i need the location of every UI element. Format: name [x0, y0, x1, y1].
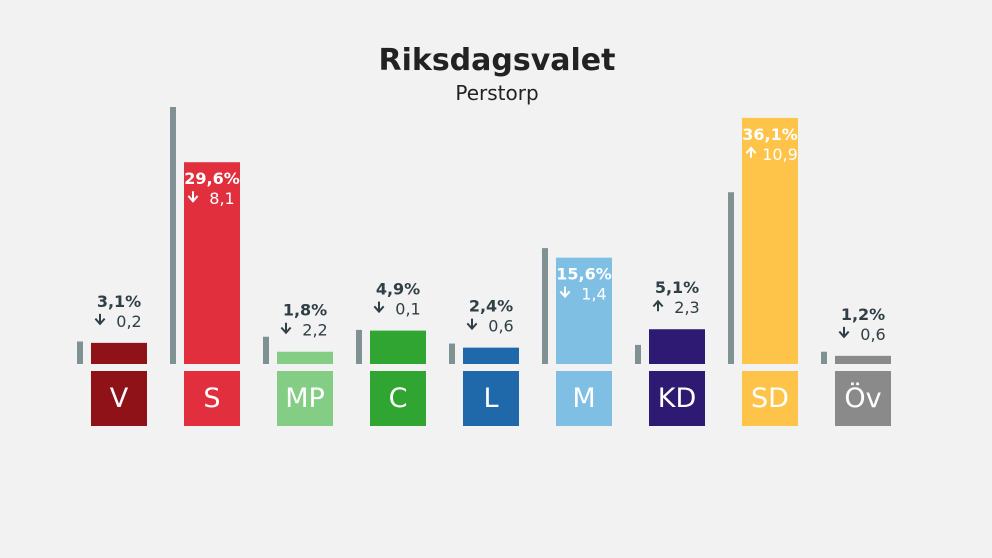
bar-c: [370, 330, 426, 364]
party-label-c: C: [389, 383, 408, 414]
party-label-m: M: [572, 383, 595, 414]
previous-bar-s: [170, 107, 176, 364]
change-arrow-kd: [652, 299, 664, 312]
party-box-mp: [277, 371, 333, 426]
percent-label-s: 29,6%: [184, 169, 240, 188]
change-label-c: 0,1: [395, 300, 420, 319]
change-label-v: 0,2: [116, 312, 141, 331]
percent-label-ov: 1,2%: [841, 305, 885, 324]
change-arrow-m: [559, 286, 571, 299]
bar-mp: [277, 351, 333, 364]
chart-title: Riksdagsvalet: [378, 43, 615, 78]
party-box-l: [463, 371, 519, 426]
change-arrow-sd: [745, 146, 757, 158]
party-box-s: [184, 371, 240, 426]
previous-bar-sd: [728, 192, 734, 364]
previous-bar-m: [542, 248, 548, 364]
party-label-mp: MP: [285, 383, 325, 414]
change-arrow-ov: [838, 326, 850, 339]
party-box-v: [91, 371, 147, 426]
party-label-s: S: [203, 383, 220, 414]
change-arrow-l: [466, 318, 478, 331]
party-label-kd: KD: [658, 383, 697, 414]
change-label-kd: 2,3: [674, 298, 699, 317]
change-arrow-v: [94, 313, 106, 326]
party-box-sd: [742, 371, 798, 426]
change-label-mp: 2,2: [302, 321, 327, 340]
change-label-ov: 0,6: [860, 325, 885, 344]
party-box-ov: [835, 371, 891, 426]
percent-label-c: 4,9%: [376, 280, 420, 299]
bar-sd: [742, 117, 798, 364]
change-arrow-mp: [280, 322, 292, 335]
bar-v: [91, 342, 147, 364]
party-label-sd: SD: [751, 383, 789, 414]
party-box-kd: [649, 371, 705, 426]
percent-label-m: 15,6%: [556, 265, 612, 284]
bar-l: [463, 347, 519, 364]
bar-kd: [649, 329, 705, 364]
party-box-m: [556, 371, 612, 426]
party-label-l: L: [483, 383, 498, 414]
previous-bar-ov: [821, 351, 827, 364]
party-label-v: V: [110, 383, 129, 414]
previous-bar-kd: [635, 344, 641, 364]
chart-subtitle: Perstorp: [455, 81, 538, 105]
previous-bar-v: [77, 341, 83, 364]
change-label-m: 1,4: [581, 285, 606, 304]
change-label-l: 0,6: [488, 317, 513, 336]
percent-label-mp: 1,8%: [283, 301, 327, 320]
previous-bar-mp: [263, 336, 269, 364]
change-label-sd: 10,9: [762, 145, 798, 164]
previous-bar-c: [356, 329, 362, 364]
bars-group: V3,1%0,2S29,6%8,1MP1,8%2,2C4,9%0,1L2,4%0…: [77, 107, 891, 426]
previous-bar-l: [449, 343, 455, 364]
percent-label-kd: 5,1%: [655, 278, 699, 297]
change-label-s: 8,1: [209, 189, 234, 208]
percent-label-v: 3,1%: [97, 292, 141, 311]
percent-label-l: 2,4%: [469, 297, 513, 316]
bar-m: [556, 257, 612, 364]
change-arrow-c: [373, 301, 385, 314]
percent-label-sd: 36,1%: [742, 125, 798, 144]
party-label-ov: Öv: [844, 382, 881, 414]
change-arrow-s: [187, 191, 199, 203]
bar-ov: [835, 355, 891, 364]
party-box-c: [370, 371, 426, 426]
